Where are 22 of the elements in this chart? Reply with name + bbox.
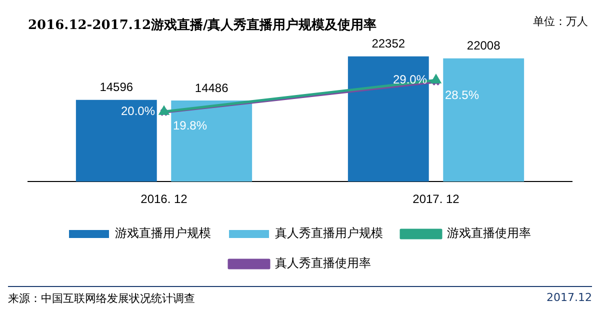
text: 2017.12: [546, 291, 592, 306]
chart-title: 2016.12-2017.12游戏直播/真人秀直播用户规模及使用率: [28, 17, 377, 34]
bar: [171, 100, 252, 182]
data-label: 29.0%: [392, 72, 428, 86]
source-note: 来源：中国互联网络发展状况统计调查: [8, 291, 195, 306]
bar: [348, 56, 429, 182]
data-label: 14486: [194, 80, 229, 95]
text: 单位：万人: [533, 14, 588, 29]
legend-label: 游戏直播用户规模: [115, 226, 211, 240]
bar: [443, 58, 524, 182]
legend-label: 真人秀直播用户规模: [275, 226, 383, 240]
data-label: 20.0%: [120, 104, 156, 118]
data-label: 22352: [372, 36, 406, 51]
data-label: 22008: [466, 38, 501, 53]
data-label: 14596: [100, 80, 134, 94]
legend-label: 真人秀直播使用率: [275, 256, 371, 270]
data-label: 28.5%: [445, 88, 480, 102]
data-label: 19.8%: [173, 118, 208, 133]
x-tick-label: 2016. 12: [140, 192, 188, 206]
legend-label: 游戏直播使用率: [447, 226, 531, 240]
bar: [76, 100, 157, 182]
x-tick-label: 2017. 12: [412, 192, 460, 206]
